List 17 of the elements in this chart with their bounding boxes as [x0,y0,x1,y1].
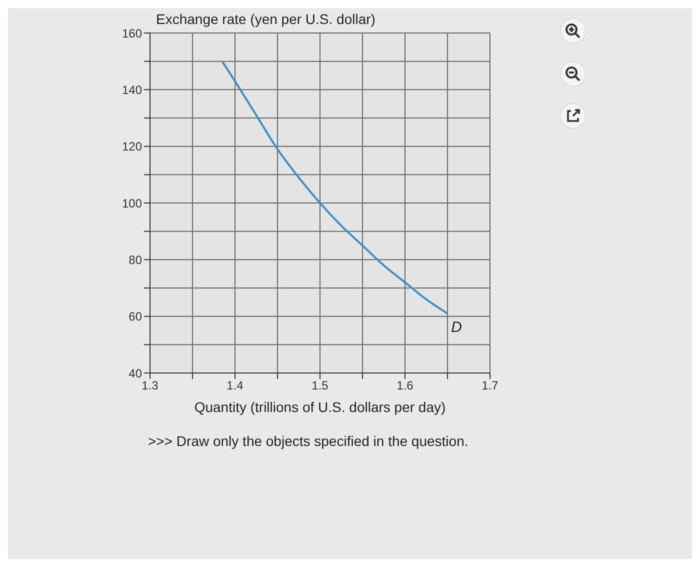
x-axis-title: Quantity (trillions of U.S. dollars per day) [193,399,447,415]
text: >>> Draw only the objects specified in the question. [148,433,468,449]
y-tick-label: 120 [122,140,142,154]
y-tick-label: 40 [128,366,142,380]
y-tick-label: 100 [122,196,142,210]
line-series [221,60,448,314]
x-tick-label: 1.4 [226,378,244,393]
y-tick-label: 60 [128,310,142,324]
chart-title: Exchange rate (yen per U.S. dollar) [156,11,376,27]
x-tick-label: 1.5 [312,378,329,393]
y-tick-label: 80 [128,252,142,267]
y-tick-label: 160 [122,26,142,40]
x-tick-label: 1.7 [482,378,499,393]
x-tick-label: 1.3 [142,378,159,393]
x-tick-label: 1.6 [396,378,414,393]
annotation: D [451,319,462,336]
y-tick-label: 140 [122,82,142,97]
